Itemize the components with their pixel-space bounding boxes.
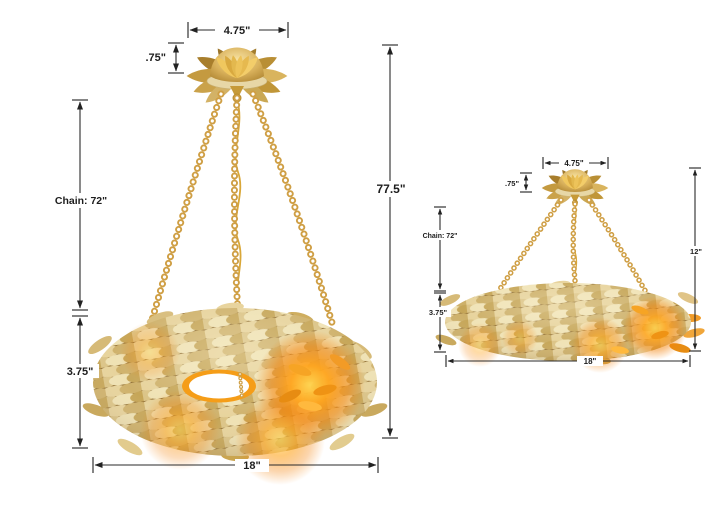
small-dim-canopy-height: .75": [505, 172, 532, 193]
small-body-height-label: 3.75": [429, 308, 448, 317]
small-canopy-width-label: 4.75": [564, 159, 584, 168]
small-dim-overall-height: 12": [686, 167, 705, 352]
small-dim-canopy-width: 4.75": [542, 157, 609, 169]
large-ring-opening: [189, 373, 249, 399]
large-dim-chain-length: Chain: 72": [54, 99, 108, 311]
small-chain-length-label: Chain: 72": [423, 233, 458, 240]
large-canopy-width-label: 4.75": [224, 25, 251, 37]
large-dim-diameter: 18": [92, 457, 379, 473]
small-chandelier-illustration: 4.75" .75" Chain: 72" 3.75": [422, 157, 705, 373]
large-dim-body-height: 3.75": [61, 315, 99, 449]
small-diameter-label: 18": [584, 357, 597, 366]
large-chains: [148, 90, 337, 334]
small-chains: [495, 197, 650, 297]
large-dim-canopy-height: .75": [145, 42, 184, 74]
large-dim-overall-height: 77.5": [364, 44, 417, 439]
large-chandelier-illustration: 4.75" .75" Chain: 72" 3.75": [54, 22, 417, 485]
small-dim-diameter: 18": [445, 355, 691, 367]
large-canopy-height-label: .75": [145, 52, 166, 64]
large-chain-length-label: Chain: 72": [55, 195, 107, 207]
small-canopy-height-label: .75": [505, 179, 519, 188]
large-dim-canopy-width: 4.75": [187, 22, 289, 38]
small-dim-body-height: 3.75": [426, 292, 451, 353]
small-wreath-ring: [435, 280, 705, 373]
large-body-height-label: 3.75": [67, 366, 94, 378]
large-wreath-ring: [82, 302, 388, 485]
small-overall-height-label: 12": [690, 247, 702, 256]
small-dim-chain-length: Chain: 72": [422, 206, 458, 292]
large-diameter-label: 18": [243, 460, 260, 472]
large-overall-height-label: 77.5": [376, 182, 405, 196]
